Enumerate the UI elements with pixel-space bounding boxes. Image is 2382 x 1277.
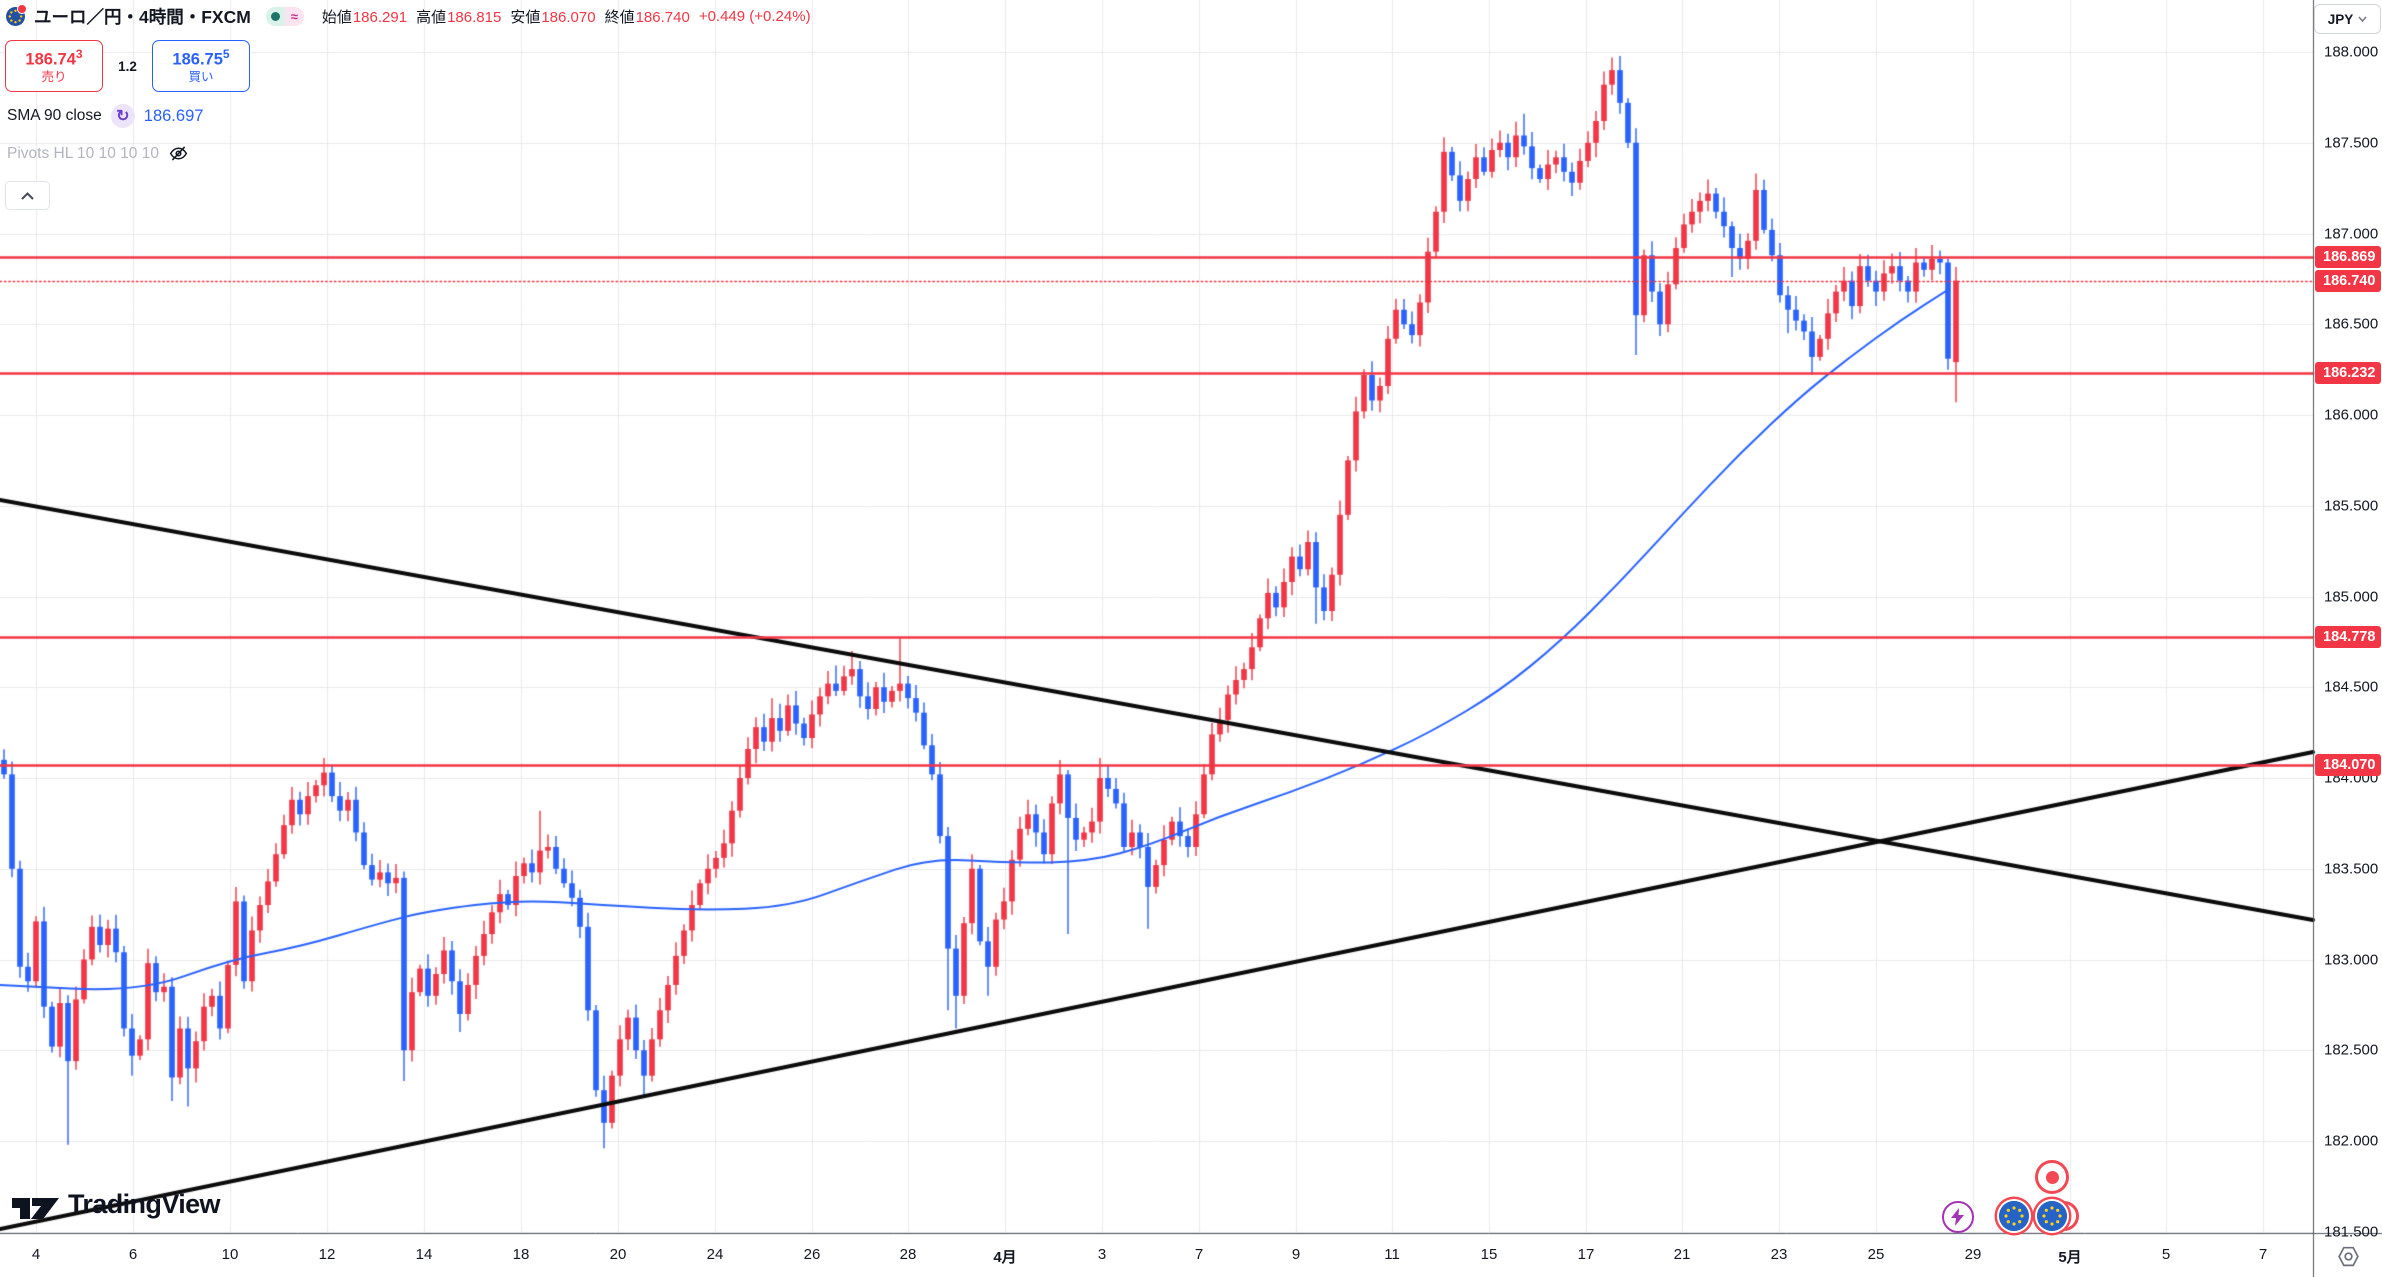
time-tick-label: 5月	[2058, 1249, 2082, 1266]
ohlc-values: 始値186.291 高値186.815 安値186.070 終値186.740 +0.4…	[322, 6, 811, 27]
target-dot-icon	[2045, 1170, 2059, 1184]
indicator-pivots-name: Pivots HL 10 10 10 10	[7, 144, 159, 162]
sell-label: 売り	[41, 69, 67, 84]
axis-settings-gear-icon[interactable]	[2336, 1244, 2361, 1269]
eur-flag-button-2[interactable]	[2037, 1201, 2067, 1231]
target-button[interactable]	[2035, 1160, 2069, 1194]
price-tag: 184.778	[2315, 625, 2381, 648]
time-tick-label: 15	[1480, 1246, 1498, 1263]
time-tick-label: 12	[318, 1246, 336, 1263]
time-tick-label: 17	[1577, 1246, 1595, 1263]
price-tag: 186.740	[2315, 269, 2381, 292]
time-tick-label: 20	[609, 1246, 627, 1263]
time-tick-label: 6	[128, 1246, 138, 1263]
ohlc-item: 安値186.070	[510, 8, 596, 26]
delayed-data-icon[interactable]: ≈	[284, 6, 304, 26]
time-tick-label: 11	[1384, 1246, 1400, 1263]
price-tick-label: 182.000	[2324, 1132, 2379, 1150]
time-tick-label: 7	[1194, 1246, 1204, 1263]
tradingview-logo[interactable]: TradingView	[12, 1189, 221, 1220]
eye-off-icon[interactable]	[168, 143, 189, 164]
time-tick-label: 24	[706, 1246, 724, 1263]
price-tick-label: 183.000	[2324, 951, 2379, 968]
change-value: +0.449 (+0.24%)	[698, 7, 811, 25]
time-tick-label: 28	[899, 1246, 917, 1263]
time-tick-label: 4	[31, 1246, 41, 1263]
tradingview-glyph-icon	[12, 1197, 59, 1219]
buy-button[interactable]: 186.755 買い	[152, 40, 250, 92]
indicator-sma-name: SMA 90 close	[7, 107, 102, 124]
indicator-sma-value: 186.697	[143, 106, 204, 125]
time-tick-label: 10	[221, 1246, 239, 1263]
market-status-chips: ≈	[265, 6, 304, 26]
price-tick-label: 183.500	[2324, 860, 2379, 878]
chevron-down-icon	[2358, 16, 2367, 22]
collapse-legend-button[interactable]	[5, 181, 50, 210]
time-tick-label: 7	[2258, 1246, 2268, 1263]
price-tick-label: 185.500	[2324, 497, 2379, 515]
notification-dot-icon	[17, 3, 27, 14]
lightning-button[interactable]	[1942, 1201, 1974, 1233]
eur-flag-button-1[interactable]	[1999, 1201, 2029, 1231]
price-tag: 186.232	[2315, 361, 2381, 384]
spread-value: 1.2	[118, 58, 137, 74]
price-tick-label: 187.000	[2324, 225, 2379, 242]
currency-label: JPY	[2327, 11, 2354, 27]
ohlc-item: 終値186.740	[604, 8, 690, 26]
lightning-icon	[1951, 1208, 1964, 1226]
price-tick-label: 182.500	[2324, 1041, 2379, 1059]
time-tick-label: 25	[1867, 1246, 1885, 1263]
symbol-icon	[6, 3, 27, 26]
price-tick-label: 188.000	[2324, 43, 2379, 61]
buy-label: 買い	[188, 69, 214, 84]
ohlc-item: 始値186.291	[321, 8, 408, 26]
price-tick-label: 184.500	[2324, 678, 2379, 696]
price-tag: 186.869	[2315, 246, 2381, 269]
sell-button[interactable]: 186.743 売り	[5, 40, 103, 92]
market-open-icon[interactable]	[265, 6, 285, 26]
tradingview-logo-text: TradingView	[68, 1189, 221, 1219]
symbol-legend: ユーロ／円・4時間・FXCM ≈ 始値186.291 高値186.815 安値186…	[6, 3, 811, 27]
time-tick-label: 26	[803, 1246, 821, 1263]
time-tick-label: 29	[1964, 1246, 1982, 1263]
price-tick-label: 181.500	[2324, 1223, 2379, 1241]
trade-panel: 186.743 売り 1.2 186.755 買い	[5, 40, 250, 92]
time-tick-label: 5	[2161, 1246, 2171, 1263]
price-tick-label: 187.500	[2324, 134, 2379, 152]
ohlc-item: 高値186.815	[416, 8, 502, 26]
price-tag: 184.070	[2315, 754, 2381, 777]
time-tick-label: 21	[1673, 1246, 1691, 1263]
indicator-pivots[interactable]: Pivots HL 10 10 10 10	[7, 143, 189, 164]
time-tick-label: 3	[1097, 1246, 1107, 1263]
time-tick-label: 4月	[993, 1249, 1017, 1266]
price-tick-label: 186.500	[2324, 315, 2379, 333]
time-tick-label: 14	[415, 1246, 433, 1263]
price-tick-label: 185.000	[2324, 588, 2379, 605]
indicator-sma[interactable]: SMA 90 close ↻ 186.697	[7, 104, 203, 128]
refresh-icon[interactable]: ↻	[110, 104, 135, 128]
symbol-title[interactable]: ユーロ／円・4時間・FXCM	[34, 6, 251, 27]
time-tick-label: 23	[1770, 1246, 1788, 1263]
time-tick-label: 9	[1291, 1246, 1301, 1263]
price-tick-label: 186.000	[2324, 406, 2379, 424]
time-tick-label: 18	[512, 1246, 530, 1263]
currency-selector[interactable]: JPY	[2314, 4, 2381, 34]
